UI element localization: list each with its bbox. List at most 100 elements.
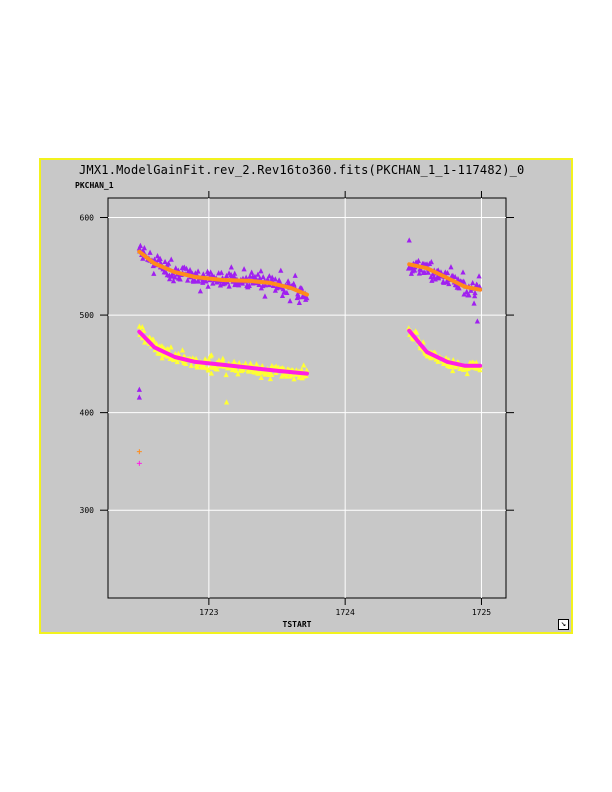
- data-point: [159, 355, 165, 361]
- data-point: [231, 273, 237, 280]
- data-point: [412, 267, 418, 273]
- data-point: [172, 274, 178, 280]
- data-point: [267, 375, 273, 382]
- data-point: [153, 341, 160, 347]
- data-point: [208, 352, 215, 358]
- data-point: [197, 288, 203, 294]
- data-point: [165, 346, 171, 352]
- data-point: [206, 357, 212, 363]
- plot-title: JMX1.ModelGainFit.rev_2.Rev16to360.fits(…: [79, 163, 525, 177]
- data-point: [205, 283, 211, 289]
- data-point: [429, 277, 435, 283]
- data-point: [173, 265, 179, 271]
- data-point: [262, 282, 268, 288]
- data-point: [428, 273, 434, 280]
- data-point: [139, 323, 145, 330]
- data-point: [435, 358, 441, 364]
- y-axis-title: PKCHAN_1: [75, 181, 114, 190]
- outlier-point: [136, 394, 142, 400]
- y-tick-label: 300: [80, 506, 95, 515]
- data-point: [285, 280, 292, 286]
- plot-area: [107, 197, 507, 599]
- data-point: [278, 267, 284, 273]
- data-point: [272, 276, 278, 282]
- data-point: [253, 361, 260, 367]
- data-point: [142, 339, 148, 345]
- data-point: [285, 278, 291, 284]
- data-point: [150, 336, 157, 342]
- data-point: [195, 268, 201, 274]
- data-point: [157, 255, 163, 261]
- data-point: [183, 265, 190, 271]
- data-point: [147, 249, 153, 255]
- data-point: [466, 292, 472, 298]
- data-point: [422, 269, 428, 275]
- x-axis-title: TSTART: [283, 620, 312, 629]
- data-point: [228, 264, 234, 270]
- data-point: [269, 371, 275, 377]
- data-point: [263, 370, 269, 376]
- data-point: [194, 364, 201, 370]
- data-point: [239, 280, 246, 286]
- data-point: [425, 269, 431, 275]
- data-point: [414, 329, 420, 335]
- data-point: [304, 367, 310, 373]
- data-point: [279, 292, 286, 299]
- data-point: [461, 278, 467, 284]
- resize-arrow-icon[interactable]: ↘: [558, 619, 569, 630]
- fit-line: [137, 329, 309, 376]
- data-point: [235, 371, 241, 377]
- data-point: [264, 276, 271, 282]
- data-point: [168, 256, 174, 262]
- data-point: [246, 368, 252, 374]
- data-point: [236, 360, 242, 366]
- data-point: [157, 350, 164, 356]
- data-point: [471, 300, 477, 306]
- data-point: [183, 360, 189, 366]
- data-point: [444, 269, 451, 276]
- data-point: [450, 367, 456, 374]
- data-point: [296, 299, 302, 305]
- data-point: [472, 293, 478, 299]
- data-point: [258, 374, 264, 381]
- data-point: [223, 272, 230, 279]
- data-point: [472, 289, 478, 296]
- data-point: [291, 376, 297, 382]
- data-point: [154, 253, 161, 259]
- data-point: [233, 367, 239, 373]
- data-point: [448, 264, 454, 270]
- data-point: [179, 347, 186, 353]
- data-point: [226, 283, 232, 289]
- data-point: [214, 366, 220, 372]
- data-point: [408, 270, 414, 276]
- data-point: [262, 293, 268, 299]
- data-point: [240, 366, 246, 373]
- data-point: [208, 370, 215, 376]
- data-point: [219, 357, 226, 363]
- data-point: [416, 270, 422, 276]
- outlier-point: [223, 399, 230, 405]
- data-point: [151, 270, 157, 276]
- data-point: [188, 362, 194, 368]
- data-point: [299, 366, 305, 373]
- data-point: [266, 273, 272, 279]
- data-point: [428, 258, 434, 265]
- data-point: [287, 298, 293, 304]
- data-point: [185, 277, 191, 283]
- outlier-point: [136, 386, 142, 392]
- data-point: [473, 359, 479, 365]
- data-point: [296, 294, 302, 300]
- data-point: [210, 280, 216, 286]
- data-point: [140, 255, 146, 261]
- data-point: [201, 363, 207, 369]
- data-point: [470, 279, 476, 286]
- data-point: [137, 242, 143, 248]
- scatter-chart: 300 400 500 600 1723 1724 1725 TSTART: [80, 191, 514, 629]
- data-point: [187, 266, 193, 273]
- y-tick-label: 500: [80, 311, 95, 320]
- data-point: [301, 362, 307, 368]
- data-point: [170, 278, 177, 284]
- data-point: [292, 272, 298, 278]
- data-point: [216, 357, 222, 363]
- fit-line: [407, 262, 483, 292]
